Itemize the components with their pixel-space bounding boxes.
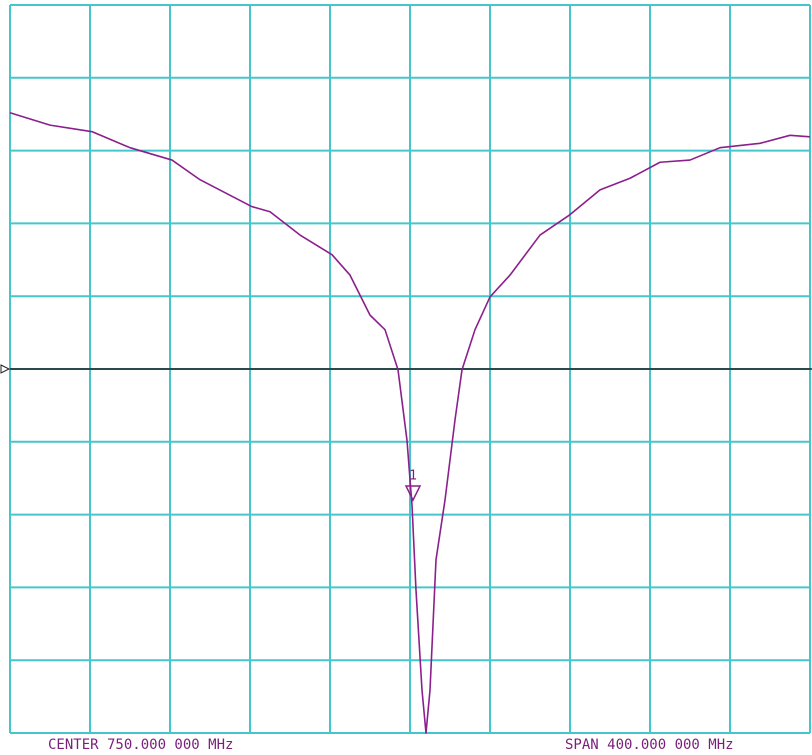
marker-label: 1 [409, 469, 417, 484]
marker-triangle [404, 485, 422, 502]
span-label: SPAN 400.000 000 MHz [565, 737, 734, 753]
trace [9, 111, 811, 734]
center-label: CENTER 750.000 000 MHz [48, 737, 233, 753]
reference-pointer [0, 364, 11, 374]
